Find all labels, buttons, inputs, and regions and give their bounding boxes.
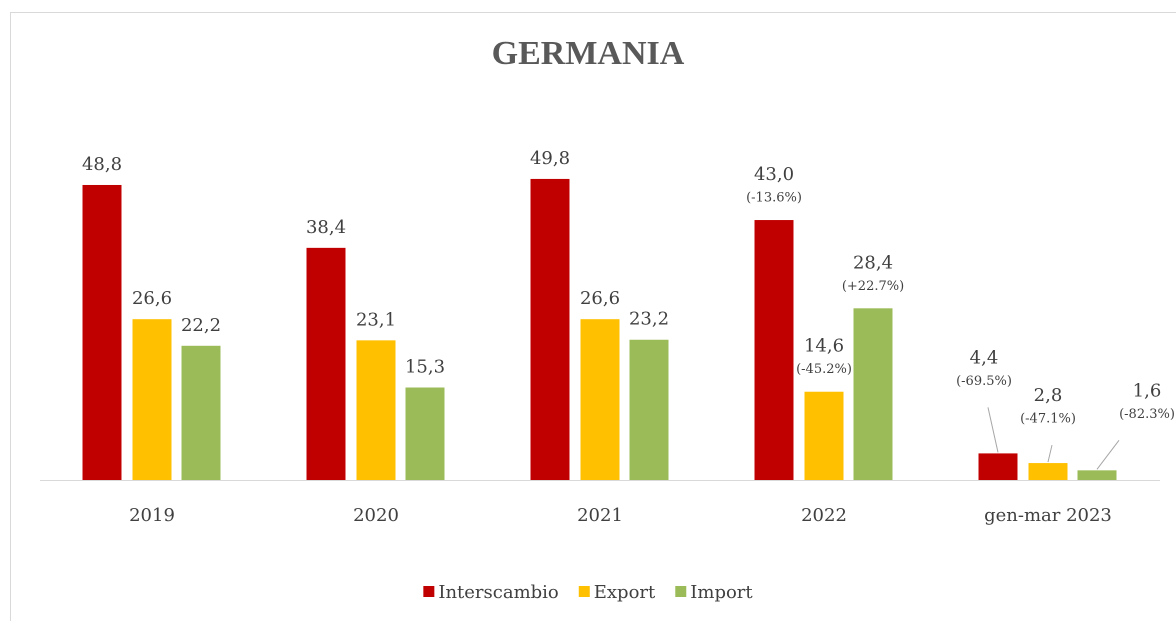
chart-border <box>10 12 1176 621</box>
bar <box>1077 470 1117 480</box>
value-label: 14,6 <box>804 336 844 357</box>
value-label: 26,6 <box>132 288 172 309</box>
x-tick-label: 2020 <box>353 505 399 526</box>
legend-swatch <box>675 586 687 597</box>
value-label: 43,0 <box>754 164 794 185</box>
value-label: 23,2 <box>629 309 669 330</box>
bar <box>754 220 794 480</box>
legend-label: Export <box>594 582 656 603</box>
bar <box>530 178 570 480</box>
bar <box>1028 463 1068 480</box>
value-label: 1,6 <box>1133 380 1162 401</box>
value-label: 28,4 <box>853 252 893 273</box>
legend-label: Import <box>690 582 753 603</box>
bar <box>405 387 445 480</box>
x-tick-label: 2019 <box>129 505 175 526</box>
change-label: (-45.2%) <box>796 362 852 377</box>
change-label: (-47.1%) <box>1020 412 1076 427</box>
chart-title: GERMANIA <box>492 35 685 72</box>
bar <box>356 340 396 480</box>
value-label: 38,4 <box>306 217 346 238</box>
bar <box>580 319 620 480</box>
legend-swatch <box>423 586 435 597</box>
value-label: 22,2 <box>181 315 221 336</box>
bar <box>82 184 122 480</box>
bar <box>804 391 844 480</box>
bar <box>978 453 1018 480</box>
value-label: 26,6 <box>580 288 620 309</box>
value-label: 2,8 <box>1034 385 1063 406</box>
change-label: (-13.6%) <box>746 191 802 206</box>
x-tick-label: 2021 <box>577 505 623 526</box>
x-tick-label: gen-mar 2023 <box>984 505 1112 526</box>
value-label: 23,1 <box>356 309 396 330</box>
leader-line <box>987 407 999 453</box>
legend-label: Interscambio <box>438 582 558 603</box>
change-label: (+22.7%) <box>842 279 904 294</box>
x-tick-label: 2022 <box>801 505 847 526</box>
value-label: 48,8 <box>82 154 122 175</box>
leader-line <box>1096 440 1120 470</box>
change-label: (-82.3%) <box>1119 407 1175 422</box>
value-label: 4,4 <box>970 347 999 368</box>
value-label: 49,8 <box>530 148 570 169</box>
legend-swatch <box>578 586 590 597</box>
change-label: (-69.5%) <box>956 374 1012 389</box>
bar <box>853 308 893 480</box>
bar <box>132 319 172 480</box>
bar <box>181 345 221 480</box>
value-label: 15,3 <box>405 357 445 378</box>
bar <box>629 339 669 480</box>
leader-line <box>1047 444 1053 463</box>
bar <box>306 247 346 480</box>
